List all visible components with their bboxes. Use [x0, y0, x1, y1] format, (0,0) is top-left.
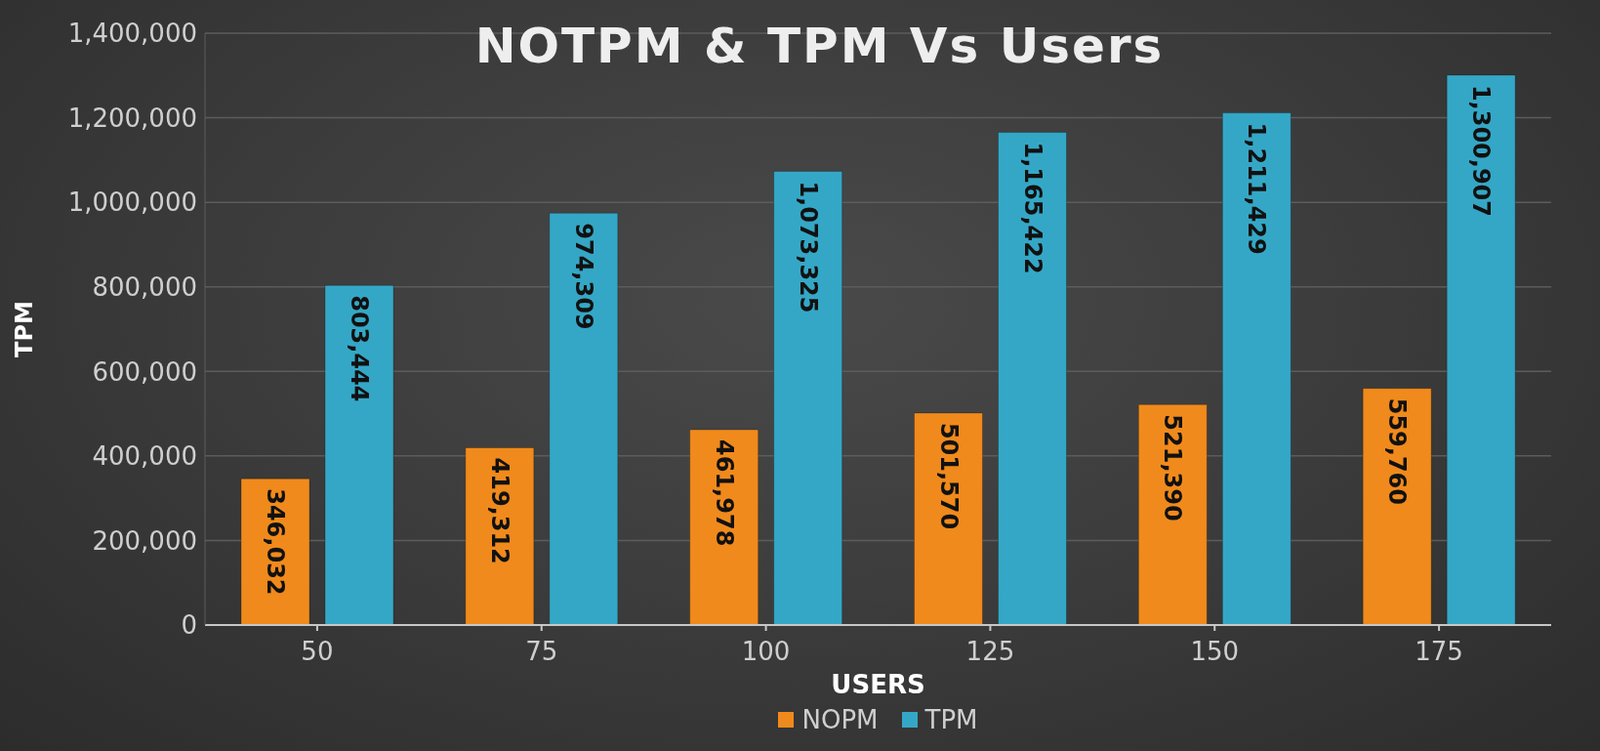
svg-text:1,073,325: 1,073,325 [794, 180, 822, 313]
svg-text:1,300,907: 1,300,907 [1467, 84, 1495, 217]
svg-text:521,390: 521,390 [1158, 413, 1187, 521]
html-text:NOTPM & TPM Vs Users: NOTPM & TPM Vs Users [475, 17, 1165, 75]
svg-text:125: 125 [966, 636, 1016, 666]
html-text:TPM: TPM [924, 704, 978, 735]
svg-text:803,444: 803,444 [345, 294, 373, 402]
svg-text:TPM: TPM [10, 300, 39, 358]
svg-text:419,312: 419,312 [486, 456, 514, 564]
svg-text:1,400,000: 1,400,000 [68, 18, 198, 48]
svg-text:1,211,429: 1,211,429 [1242, 123, 1271, 255]
svg-text:50: 50 [300, 636, 333, 666]
svg-text:100: 100 [741, 636, 791, 666]
svg-text:600,000: 600,000 [91, 357, 198, 387]
html-text:NOPM: NOPM [801, 704, 879, 735]
svg-text:346,032: 346,032 [261, 488, 289, 595]
svg-text:559,760: 559,760 [1383, 398, 1411, 505]
svg-text:USERS: USERS [830, 669, 925, 699]
svg-text:400,000: 400,000 [91, 441, 198, 471]
svg-text:800,000: 800,000 [91, 272, 198, 302]
svg-text:75: 75 [525, 636, 558, 666]
svg-text:974,309: 974,309 [570, 222, 598, 329]
svg-text:1,000,000: 1,000,000 [68, 187, 198, 217]
svg-text:1,165,422: 1,165,422 [1019, 142, 1047, 275]
svg-text:501,570: 501,570 [935, 422, 963, 530]
svg-text:1,200,000: 1,200,000 [68, 103, 198, 133]
svg-text:0: 0 [180, 610, 198, 640]
svg-text:461,978: 461,978 [710, 439, 739, 546]
svg-text:175: 175 [1414, 636, 1464, 666]
svg-text:150: 150 [1189, 636, 1239, 666]
svg-text:200,000: 200,000 [91, 526, 198, 556]
